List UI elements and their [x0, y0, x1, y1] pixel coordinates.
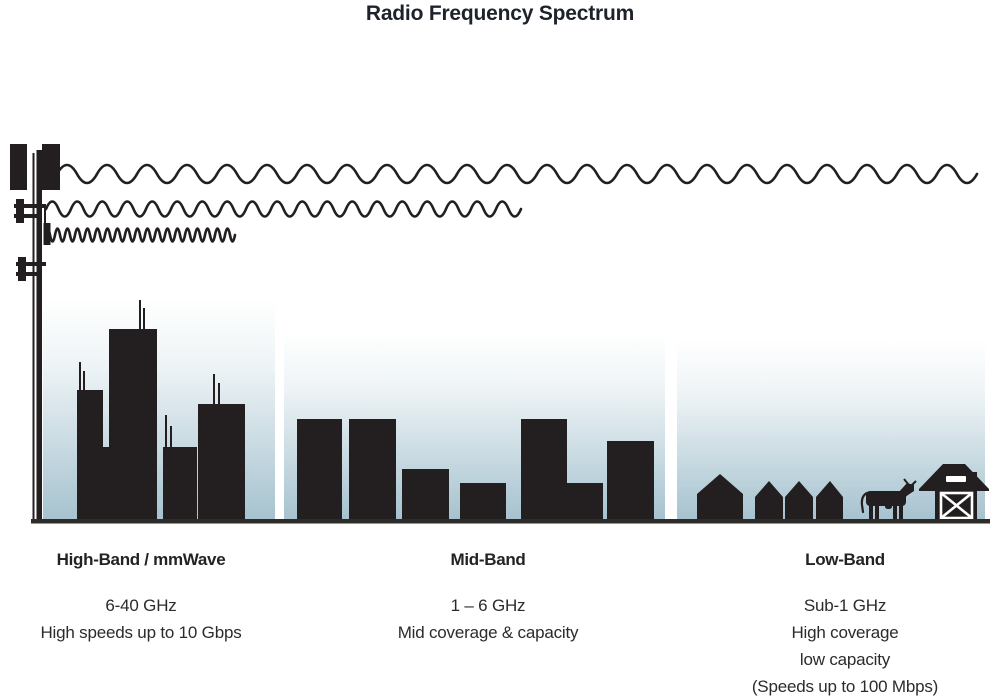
- short-wavelength-wave-icon: [43, 227, 237, 243]
- long-wavelength-wave-icon: [55, 163, 979, 185]
- radio-waves: [43, 163, 979, 243]
- low-band-frequency: Sub-1 GHz: [803, 596, 887, 615]
- mid-band-coverage: Mid coverage & capacity: [397, 623, 579, 642]
- medium-wavelength-wave-icon: [44, 200, 523, 218]
- farm-icon: [697, 464, 989, 521]
- ground-line: [31, 519, 990, 524]
- house-icon: [755, 481, 783, 520]
- house-icon: [816, 481, 843, 520]
- city-skyline-icon: [77, 300, 245, 520]
- high-band-description: 6-40 GHz High speeds up to 10 Gbps: [11, 592, 271, 646]
- low-band-heading: Low-Band: [805, 550, 885, 569]
- mid-band-frequency: 1 – 6 GHz: [450, 596, 526, 615]
- house-icon: [697, 474, 743, 520]
- low-band-speed: (Speeds up to 100 Mbps): [751, 677, 939, 696]
- barn-loft-window: [946, 476, 966, 482]
- tower-lower-antenna-panel: [18, 257, 26, 281]
- barn-door: [939, 491, 974, 520]
- high-band-heading: High-Band / mmWave: [56, 550, 226, 569]
- high-band-speed: High speeds up to 10 Gbps: [40, 623, 242, 642]
- mid-band-heading: Mid-Band: [450, 550, 526, 569]
- house-icon: [785, 481, 813, 520]
- barn-icon: [919, 464, 989, 521]
- tower-top-left-antenna-panel: [10, 144, 27, 190]
- tower-small-antenna-panel: [43, 223, 51, 245]
- cow-icon: [860, 478, 917, 519]
- low-band-capacity: low capacity: [799, 650, 891, 669]
- mid-band-description: 1 – 6 GHz Mid coverage & capacity: [358, 592, 618, 646]
- high-band-frequency: 6-40 GHz: [105, 596, 177, 615]
- low-band-coverage: High coverage: [791, 623, 899, 642]
- cell-tower-icon: [10, 144, 60, 520]
- page-title: Radio Frequency Spectrum: [365, 2, 635, 25]
- tower-mid-antenna-panel: [16, 199, 24, 223]
- tower-top-right-antenna-panel: [42, 144, 60, 190]
- town-buildings-icon: [297, 419, 654, 520]
- low-band-description: Sub-1 GHz High coverage low capacity (Sp…: [715, 592, 975, 700]
